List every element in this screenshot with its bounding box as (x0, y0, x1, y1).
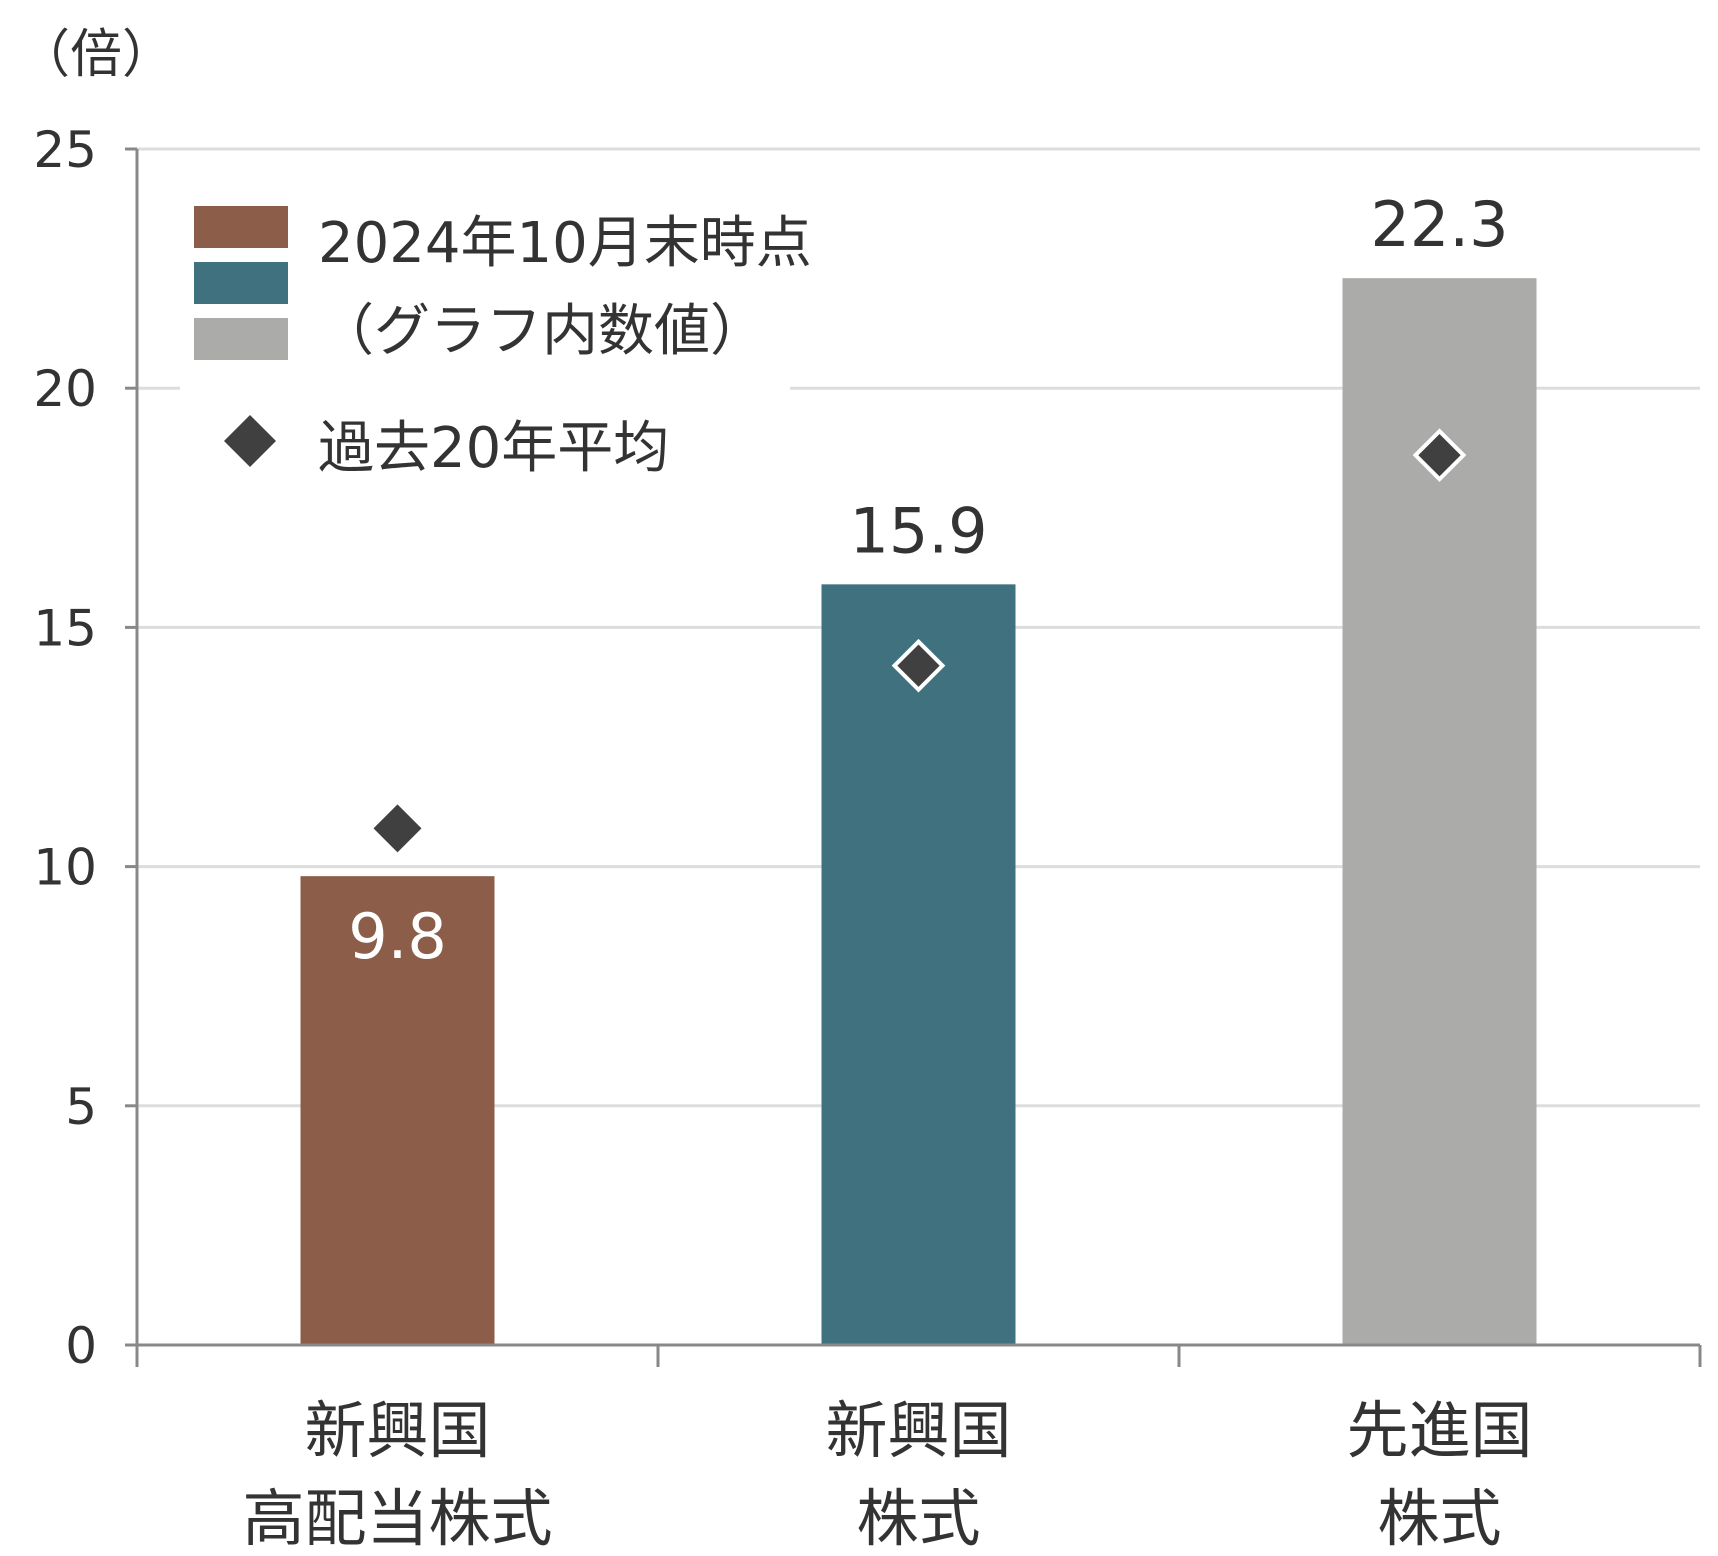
bar (821, 584, 1016, 1345)
y-axis-unit-label: （倍） (18, 25, 174, 85)
bar-value-label: 15.9 (849, 494, 987, 567)
legend-label-bars: 2024年10月末時点 (318, 211, 812, 276)
bars: 9.8 15.9 22.3 (300, 188, 1537, 1346)
category-label: 新興国 (825, 1394, 1011, 1467)
y-tick-label: 20 (33, 360, 97, 418)
y-tick-label: 25 (33, 121, 97, 179)
bar-value-label: 9.8 (348, 900, 447, 973)
category-label: 株式 (1377, 1482, 1501, 1555)
average-marker (1412, 428, 1467, 483)
category-label: 高配当株式 (242, 1482, 552, 1555)
legend-swatch-teal (194, 262, 288, 304)
y-tick-label: 5 (65, 1078, 97, 1136)
legend-label-marker: 過去20年平均 (318, 416, 669, 481)
category-label: 先進国 (1346, 1394, 1532, 1467)
legend-swatch-brown (194, 206, 288, 248)
y-tick-label: 15 (33, 599, 97, 657)
y-axis-ticks: 0 5 10 15 20 25 (33, 121, 97, 1375)
category-label: 株式 (856, 1482, 980, 1555)
y-tick-label: 0 (65, 1317, 97, 1375)
legend: 2024年10月末時点 （グラフ内数値） 過去20年平均 (194, 206, 812, 481)
category-label: 新興国 (304, 1394, 490, 1467)
legend-diamond-marker-icon (224, 415, 276, 467)
legend-swatch-gray (194, 318, 288, 360)
legend-label-bars-note: （グラフ内数値） (318, 299, 766, 364)
bar (300, 876, 495, 1345)
average-marker (373, 804, 422, 853)
bar-value-label: 22.3 (1370, 188, 1508, 261)
axes (125, 147, 1702, 1367)
average-marker (891, 638, 946, 693)
y-tick-label: 10 (33, 839, 97, 897)
